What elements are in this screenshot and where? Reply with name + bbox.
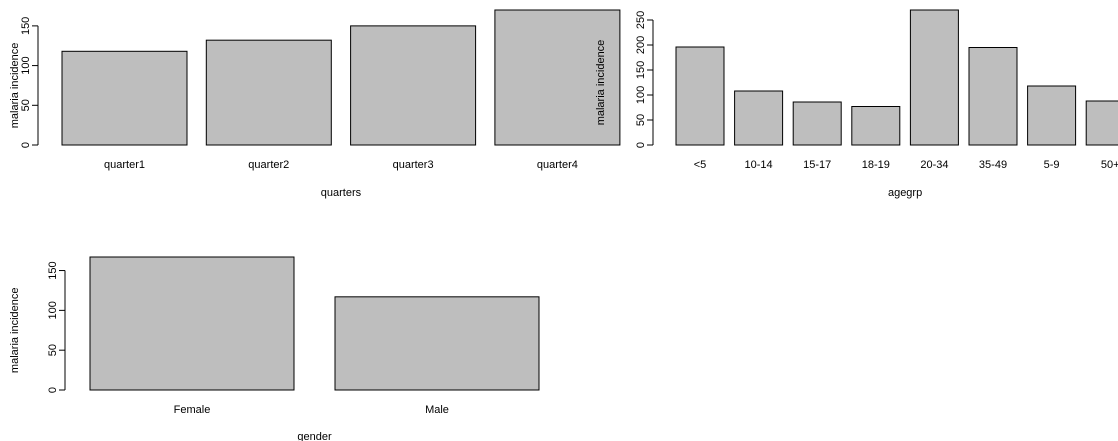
y-tick-label: 0 bbox=[20, 142, 32, 148]
y-tick-label: 100 bbox=[635, 86, 647, 104]
category-label: 35-49 bbox=[979, 159, 1007, 171]
x-axis-label: gender bbox=[297, 431, 332, 441]
y-tick-label: 0 bbox=[635, 142, 647, 148]
y-axis-label: malaria incidence bbox=[9, 43, 21, 129]
y-tick-label: 50 bbox=[20, 99, 32, 111]
chart-panel-3: Female Male 0 50 100 150 malaria incidence gend… bbox=[9, 256, 540, 441]
x-axis-label: agegrp bbox=[888, 187, 922, 199]
chart-panel-1: quarter1 quarter2 quarter3 quarter4 0 50 100 15… bbox=[9, 9, 621, 199]
x-axis-label: quarters bbox=[321, 187, 362, 199]
y-tick-label: 150 bbox=[635, 61, 647, 79]
y-tick-label: 150 bbox=[47, 261, 59, 279]
category-label: 18-19 bbox=[862, 159, 890, 171]
bar bbox=[61, 50, 188, 146]
category-label: quarter4 bbox=[537, 159, 578, 171]
bar bbox=[734, 90, 784, 146]
category-label: 10-14 bbox=[745, 159, 773, 171]
category-label: Female bbox=[174, 404, 211, 416]
category-label: quarter1 bbox=[104, 159, 145, 171]
y-tick-label: 150 bbox=[20, 17, 32, 35]
y-tick-label: 50 bbox=[47, 344, 59, 356]
y-tick-label: 250 bbox=[635, 11, 647, 29]
category-label: quarter3 bbox=[393, 159, 434, 171]
category-label: 50+ bbox=[1101, 159, 1118, 171]
y-tick-label: 50 bbox=[635, 114, 647, 126]
category-label: Male bbox=[425, 404, 449, 416]
y-axis-label: malaria incidence bbox=[595, 40, 607, 126]
y-tick-label: 200 bbox=[635, 36, 647, 54]
chart-panel-2: <5 10-14 15-17 18-19 20-34 35-49 5-9 50+ 0 50 100 1… bbox=[595, 9, 1118, 199]
y-tick-label: 100 bbox=[47, 301, 59, 319]
bar bbox=[205, 39, 332, 146]
y-tick-label: 100 bbox=[20, 56, 32, 74]
bar bbox=[334, 296, 540, 391]
bar bbox=[909, 9, 959, 146]
bar bbox=[1027, 85, 1077, 146]
bar bbox=[792, 101, 842, 146]
bar bbox=[968, 47, 1018, 146]
bar bbox=[675, 46, 725, 146]
category-label: <5 bbox=[694, 159, 707, 171]
bar bbox=[1085, 100, 1118, 146]
category-label: 5-9 bbox=[1044, 159, 1060, 171]
y-axis-label: malaria incidence bbox=[9, 287, 21, 373]
category-label: quarter2 bbox=[248, 159, 289, 171]
category-label: 15-17 bbox=[803, 159, 831, 171]
bar bbox=[851, 106, 901, 146]
y-tick-label: 0 bbox=[47, 387, 59, 393]
bar bbox=[494, 9, 621, 146]
category-label: 20-34 bbox=[920, 159, 948, 171]
bar bbox=[89, 256, 295, 391]
bar bbox=[350, 25, 477, 146]
